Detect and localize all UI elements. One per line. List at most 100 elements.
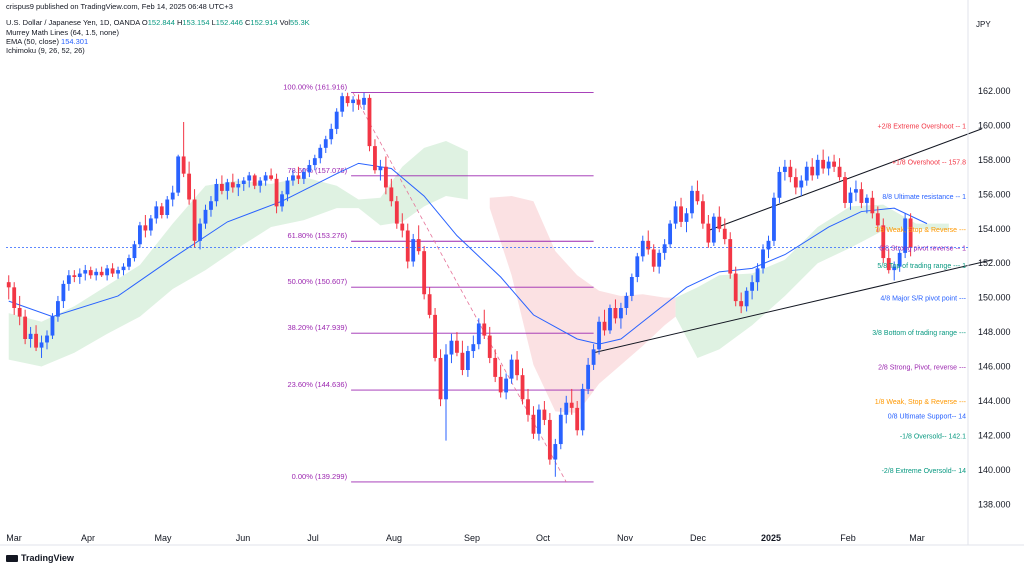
candle-body[interactable] <box>72 275 77 277</box>
candle-body[interactable] <box>176 156 181 193</box>
candle-body[interactable] <box>378 166 383 171</box>
candle-body[interactable] <box>460 352 465 370</box>
candle-body[interactable] <box>564 402 569 415</box>
candle-body[interactable] <box>121 266 126 271</box>
candle-body[interactable] <box>493 357 498 377</box>
candle-body[interactable] <box>864 197 869 203</box>
candle-body[interactable] <box>274 178 279 207</box>
candle-body[interactable] <box>187 173 192 200</box>
candle-body[interactable] <box>301 171 306 179</box>
candle-body[interactable] <box>280 194 284 207</box>
candle-body[interactable] <box>695 190 700 202</box>
candle-body[interactable] <box>181 156 186 174</box>
candle-body[interactable] <box>449 340 454 355</box>
candle-body[interactable] <box>422 251 427 295</box>
candle-body[interactable] <box>6 282 11 288</box>
candle-body[interactable] <box>143 225 148 231</box>
candle-body[interactable] <box>400 223 405 231</box>
candle-body[interactable] <box>706 223 711 243</box>
candle-body[interactable] <box>651 249 656 267</box>
candle-body[interactable] <box>629 277 634 296</box>
candle-body[interactable] <box>717 216 722 229</box>
candle-body[interactable] <box>903 218 908 253</box>
candle-body[interactable] <box>367 97 372 147</box>
indicator-ichimoku[interactable]: Ichimoku (9, 26, 52, 26) <box>6 46 85 55</box>
candle-body[interactable] <box>318 147 323 159</box>
candle-body[interactable] <box>515 359 519 376</box>
candle-body[interactable] <box>908 218 913 248</box>
candle-body[interactable] <box>323 139 328 148</box>
candle-body[interactable] <box>815 159 820 176</box>
candle-body[interactable] <box>17 308 22 317</box>
candle-body[interactable] <box>728 239 733 274</box>
candle-body[interactable] <box>569 402 574 408</box>
candle-body[interactable] <box>45 335 49 343</box>
candle-body[interactable] <box>837 166 842 178</box>
candle-body[interactable] <box>662 244 667 253</box>
candle-body[interactable] <box>537 409 541 434</box>
candle-body[interactable] <box>580 388 585 431</box>
candle-body[interactable] <box>416 239 421 252</box>
candle-body[interactable] <box>433 314 437 358</box>
candle-body[interactable] <box>209 201 213 210</box>
candle-body[interactable] <box>291 175 295 181</box>
candle-body[interactable] <box>897 252 902 267</box>
candle-body[interactable] <box>772 197 776 241</box>
candle-body[interactable] <box>782 166 787 172</box>
candle-body[interactable] <box>640 240 645 257</box>
candle-body[interactable] <box>132 244 137 259</box>
candle-body[interactable] <box>750 282 755 291</box>
candle-body[interactable] <box>252 175 257 186</box>
candle-body[interactable] <box>657 252 662 267</box>
candle-body[interactable] <box>613 308 618 319</box>
candle-body[interactable] <box>788 166 793 178</box>
candle-body[interactable] <box>471 344 476 352</box>
candle-body[interactable] <box>684 213 689 222</box>
candle-body[interactable] <box>110 268 115 274</box>
candle-body[interactable] <box>345 96 350 104</box>
candle-body[interactable] <box>12 287 17 308</box>
candle-body[interactable] <box>329 128 334 140</box>
candle-body[interactable] <box>487 335 492 358</box>
candle-body[interactable] <box>739 301 744 307</box>
candle-body[interactable] <box>826 161 831 169</box>
candle-body[interactable] <box>105 268 110 276</box>
candle-body[interactable] <box>591 349 596 365</box>
candle-body[interactable] <box>34 333 38 348</box>
candle-body[interactable] <box>28 333 33 339</box>
candle-body[interactable] <box>219 184 224 191</box>
candle-body[interactable] <box>553 444 558 460</box>
candle-body[interactable] <box>509 359 514 379</box>
candle-body[interactable] <box>23 316 28 339</box>
candle-body[interactable] <box>575 407 580 431</box>
candle-body[interactable] <box>61 283 66 302</box>
candle-body[interactable] <box>88 270 93 276</box>
candle-body[interactable] <box>881 225 886 259</box>
candle-body[interactable] <box>843 177 847 203</box>
candle-body[interactable] <box>711 216 716 243</box>
candle-body[interactable] <box>230 182 235 188</box>
candle-body[interactable] <box>690 190 694 214</box>
candle-body[interactable] <box>722 228 727 240</box>
candle-body[interactable] <box>269 175 274 179</box>
candle-body[interactable] <box>56 301 60 317</box>
candle-body[interactable] <box>148 218 153 231</box>
candle-body[interactable] <box>351 99 355 104</box>
candle-body[interactable] <box>832 161 836 167</box>
candle-body[interactable] <box>777 171 782 198</box>
fib-trend-line[interactable] <box>352 92 567 483</box>
candle-body[interactable] <box>804 166 809 181</box>
candle-body[interactable] <box>356 99 361 105</box>
candle-body[interactable] <box>761 249 765 269</box>
candle-body[interactable] <box>192 199 197 241</box>
candle-body[interactable] <box>700 201 705 224</box>
candle-body[interactable] <box>39 342 44 348</box>
candle-body[interactable] <box>236 184 241 188</box>
indicator-ema[interactable]: EMA (50, close) 154.301 <box>6 37 88 46</box>
candle-body[interactable] <box>383 166 388 188</box>
candle-body[interactable] <box>394 201 399 224</box>
candle-body[interactable] <box>859 189 864 203</box>
candle-body[interactable] <box>405 230 410 262</box>
